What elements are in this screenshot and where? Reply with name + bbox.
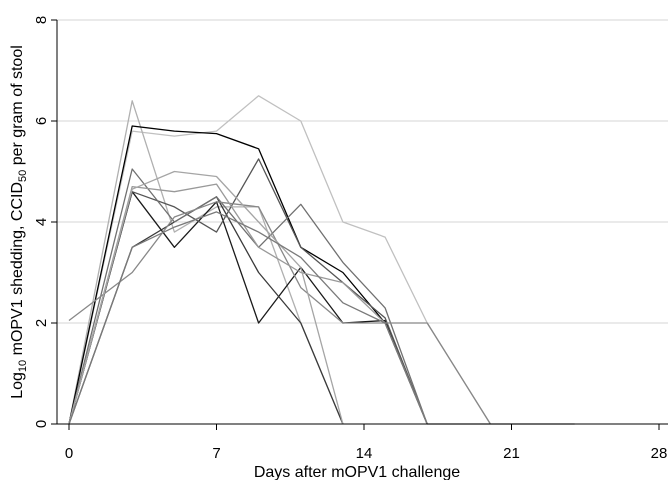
y-tick-label: 6: [33, 117, 50, 125]
x-tick-label: 21: [503, 445, 520, 462]
y-axis-label: Log10 mOPV1 shedding, CCID50 per gram of…: [9, 45, 29, 399]
y-tick-label: 8: [33, 16, 50, 24]
y-axis-label-part: per gram of stool: [9, 45, 26, 170]
y-axis-label-subscript: 50: [17, 170, 29, 182]
x-tick-label: 7: [212, 445, 220, 462]
y-axis-label-part: Log: [9, 372, 26, 399]
series-line-1: [68, 95, 491, 425]
series-line-8: [68, 201, 491, 425]
y-tick-label: 2: [33, 319, 50, 327]
series-line-9: [68, 183, 428, 425]
series-line-10: [68, 170, 344, 425]
y-axis-label-subscript: 10: [17, 360, 29, 372]
y-tick-label: 4: [33, 218, 50, 226]
series-line-6: [68, 158, 428, 425]
x-tick-label: 14: [356, 445, 373, 462]
y-axis-label-part: mOPV1 shedding, CCID: [9, 182, 26, 360]
axes: 0 2 4 6 8 0 7 14 21 28: [33, 16, 668, 462]
x-tick-label: 0: [65, 445, 73, 462]
x-tick-label: 28: [651, 445, 668, 462]
series-lines: [68, 95, 575, 425]
y-tick-label: 0: [33, 420, 50, 428]
series-line-4: [68, 191, 428, 425]
x-axis-label: Days after mOPV1 challenge: [254, 464, 460, 480]
